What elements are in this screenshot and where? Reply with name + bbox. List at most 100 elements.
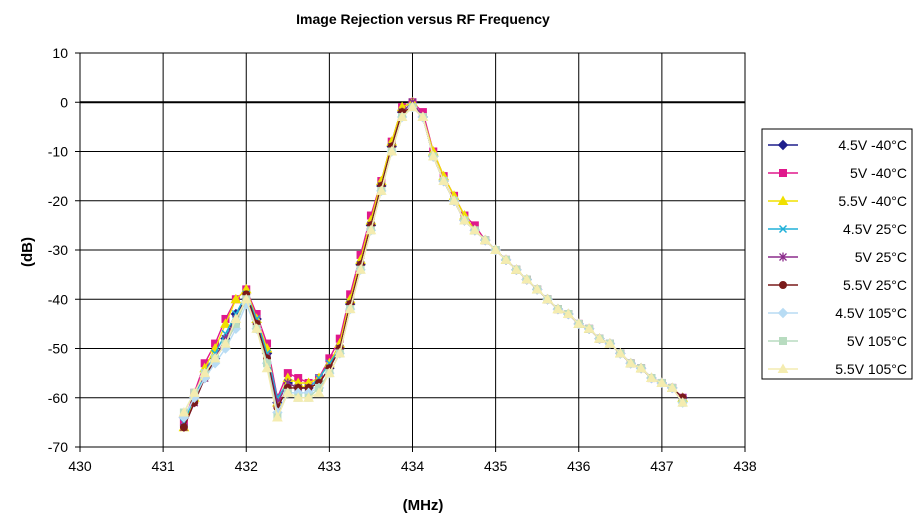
- data-point: [209, 352, 221, 363]
- x-axis-title: (MHz): [403, 497, 444, 514]
- x-tick-label: 437: [650, 458, 674, 474]
- data-point: [511, 264, 522, 274]
- y-tick-label: -40: [48, 291, 68, 307]
- legend-marker: [777, 195, 789, 205]
- data-point: [417, 111, 429, 122]
- x-tick-label: 434: [401, 458, 425, 474]
- data-point: [386, 145, 398, 156]
- data-point: [635, 362, 647, 373]
- legend-marker: [779, 337, 787, 345]
- data-point: [469, 224, 481, 235]
- data-point: [646, 372, 657, 383]
- series-layer: [178, 96, 689, 432]
- data-point: [188, 387, 200, 397]
- data-point: [500, 254, 512, 264]
- legend-item: 5.5V -40°C: [768, 193, 907, 209]
- series-3: [178, 96, 689, 432]
- data-point: [344, 303, 356, 314]
- data-point: [375, 185, 387, 195]
- data-point: [272, 411, 283, 422]
- y-tick-label: -50: [48, 341, 68, 357]
- legend-label: 5.5V -40°C: [838, 193, 907, 209]
- legend-item: 5V -40°C: [768, 165, 907, 181]
- x-tick-label: 435: [484, 458, 508, 474]
- data-point: [563, 308, 574, 319]
- data-point: [427, 150, 439, 161]
- data-point: [479, 234, 491, 245]
- x-tick-label: 432: [235, 458, 259, 474]
- legend-marker: [777, 307, 789, 319]
- data-point: [396, 111, 408, 122]
- legend-marker: [779, 169, 787, 177]
- data-point: [531, 283, 543, 294]
- legend: 4.5V -40°C 5V -40°C 5.5V -40°C 4.5V 25°C 5V …: [761, 128, 913, 380]
- data-point: [261, 362, 273, 373]
- data-point: [521, 274, 533, 284]
- legend-item: 5.5V 25°C: [768, 277, 907, 293]
- data-point: [313, 387, 325, 397]
- data-point: [625, 357, 637, 368]
- legend-label: 4.5V 25°C: [843, 221, 907, 237]
- legend-label: 5.5V 105°C: [835, 361, 907, 377]
- legend-label: 5V 105°C: [847, 333, 907, 349]
- legend-item: 4.5V -40°C: [768, 137, 907, 153]
- data-point: [240, 293, 252, 304]
- x-tick-label: 433: [318, 458, 342, 474]
- legend-label: 5.5V 25°C: [843, 277, 907, 293]
- data-point: [292, 392, 304, 402]
- legend-item: 5V 105°C: [768, 333, 907, 349]
- data-point: [407, 101, 418, 112]
- data-point: [355, 264, 366, 274]
- y-tick-label: -60: [48, 390, 68, 406]
- y-axis: 10 0 -10 -20 -30 -40 -50 -60 -70: [48, 45, 80, 455]
- x-tick-label: 436: [567, 458, 591, 474]
- data-point: [573, 318, 585, 328]
- data-point: [604, 338, 616, 348]
- data-point: [178, 407, 190, 417]
- data-point: [448, 195, 460, 205]
- data-point: [220, 318, 231, 328]
- data-point: [230, 313, 242, 323]
- data-point: [459, 214, 470, 225]
- data-point: [230, 293, 242, 304]
- data-point: [583, 323, 595, 333]
- legend-item: 4.5V 105°C: [768, 305, 907, 321]
- legend-label: 5V 25°C: [855, 249, 907, 265]
- legend-marker: [779, 281, 787, 289]
- y-axis-title: (dB): [19, 237, 36, 267]
- legend-marker: [778, 224, 788, 234]
- data-point: [656, 377, 668, 387]
- y-tick-label: 10: [52, 45, 68, 61]
- data-point: [199, 367, 211, 378]
- legend-marker: [777, 363, 789, 373]
- y-tick-label: -70: [48, 439, 68, 455]
- data-point: [666, 382, 678, 392]
- y-tick-label: -30: [48, 242, 68, 258]
- data-point: [365, 224, 377, 235]
- data-point: [251, 323, 262, 333]
- series-9: [178, 101, 689, 422]
- data-point: [552, 303, 564, 314]
- legend-label: 5V -40°C: [850, 165, 907, 181]
- data-point: [303, 392, 314, 402]
- data-point: [334, 347, 346, 358]
- data-point: [677, 397, 689, 407]
- data-point: [282, 387, 294, 397]
- data-point: [490, 244, 501, 254]
- y-tick-label: -10: [48, 144, 68, 160]
- x-axis: 430 431 432 433 434 435 436 437 438: [68, 447, 757, 474]
- legend-item: 5.5V 105°C: [768, 361, 907, 377]
- legend-item: 4.5V 25°C: [768, 221, 907, 237]
- data-point: [542, 293, 553, 304]
- x-tick-label: 438: [733, 458, 757, 474]
- legend-marker: [777, 139, 789, 151]
- data-point: [220, 338, 231, 348]
- legend-item: 5V 25°C: [768, 249, 907, 265]
- data-point: [614, 347, 626, 358]
- chart-title: Image Rejection versus RF Frequency: [296, 11, 550, 27]
- plot-area: [79, 52, 746, 448]
- x-tick-label: 430: [68, 458, 92, 474]
- legend-label: 4.5V -40°C: [838, 137, 907, 153]
- data-point: [438, 175, 450, 186]
- y-tick-label: 0: [60, 94, 68, 110]
